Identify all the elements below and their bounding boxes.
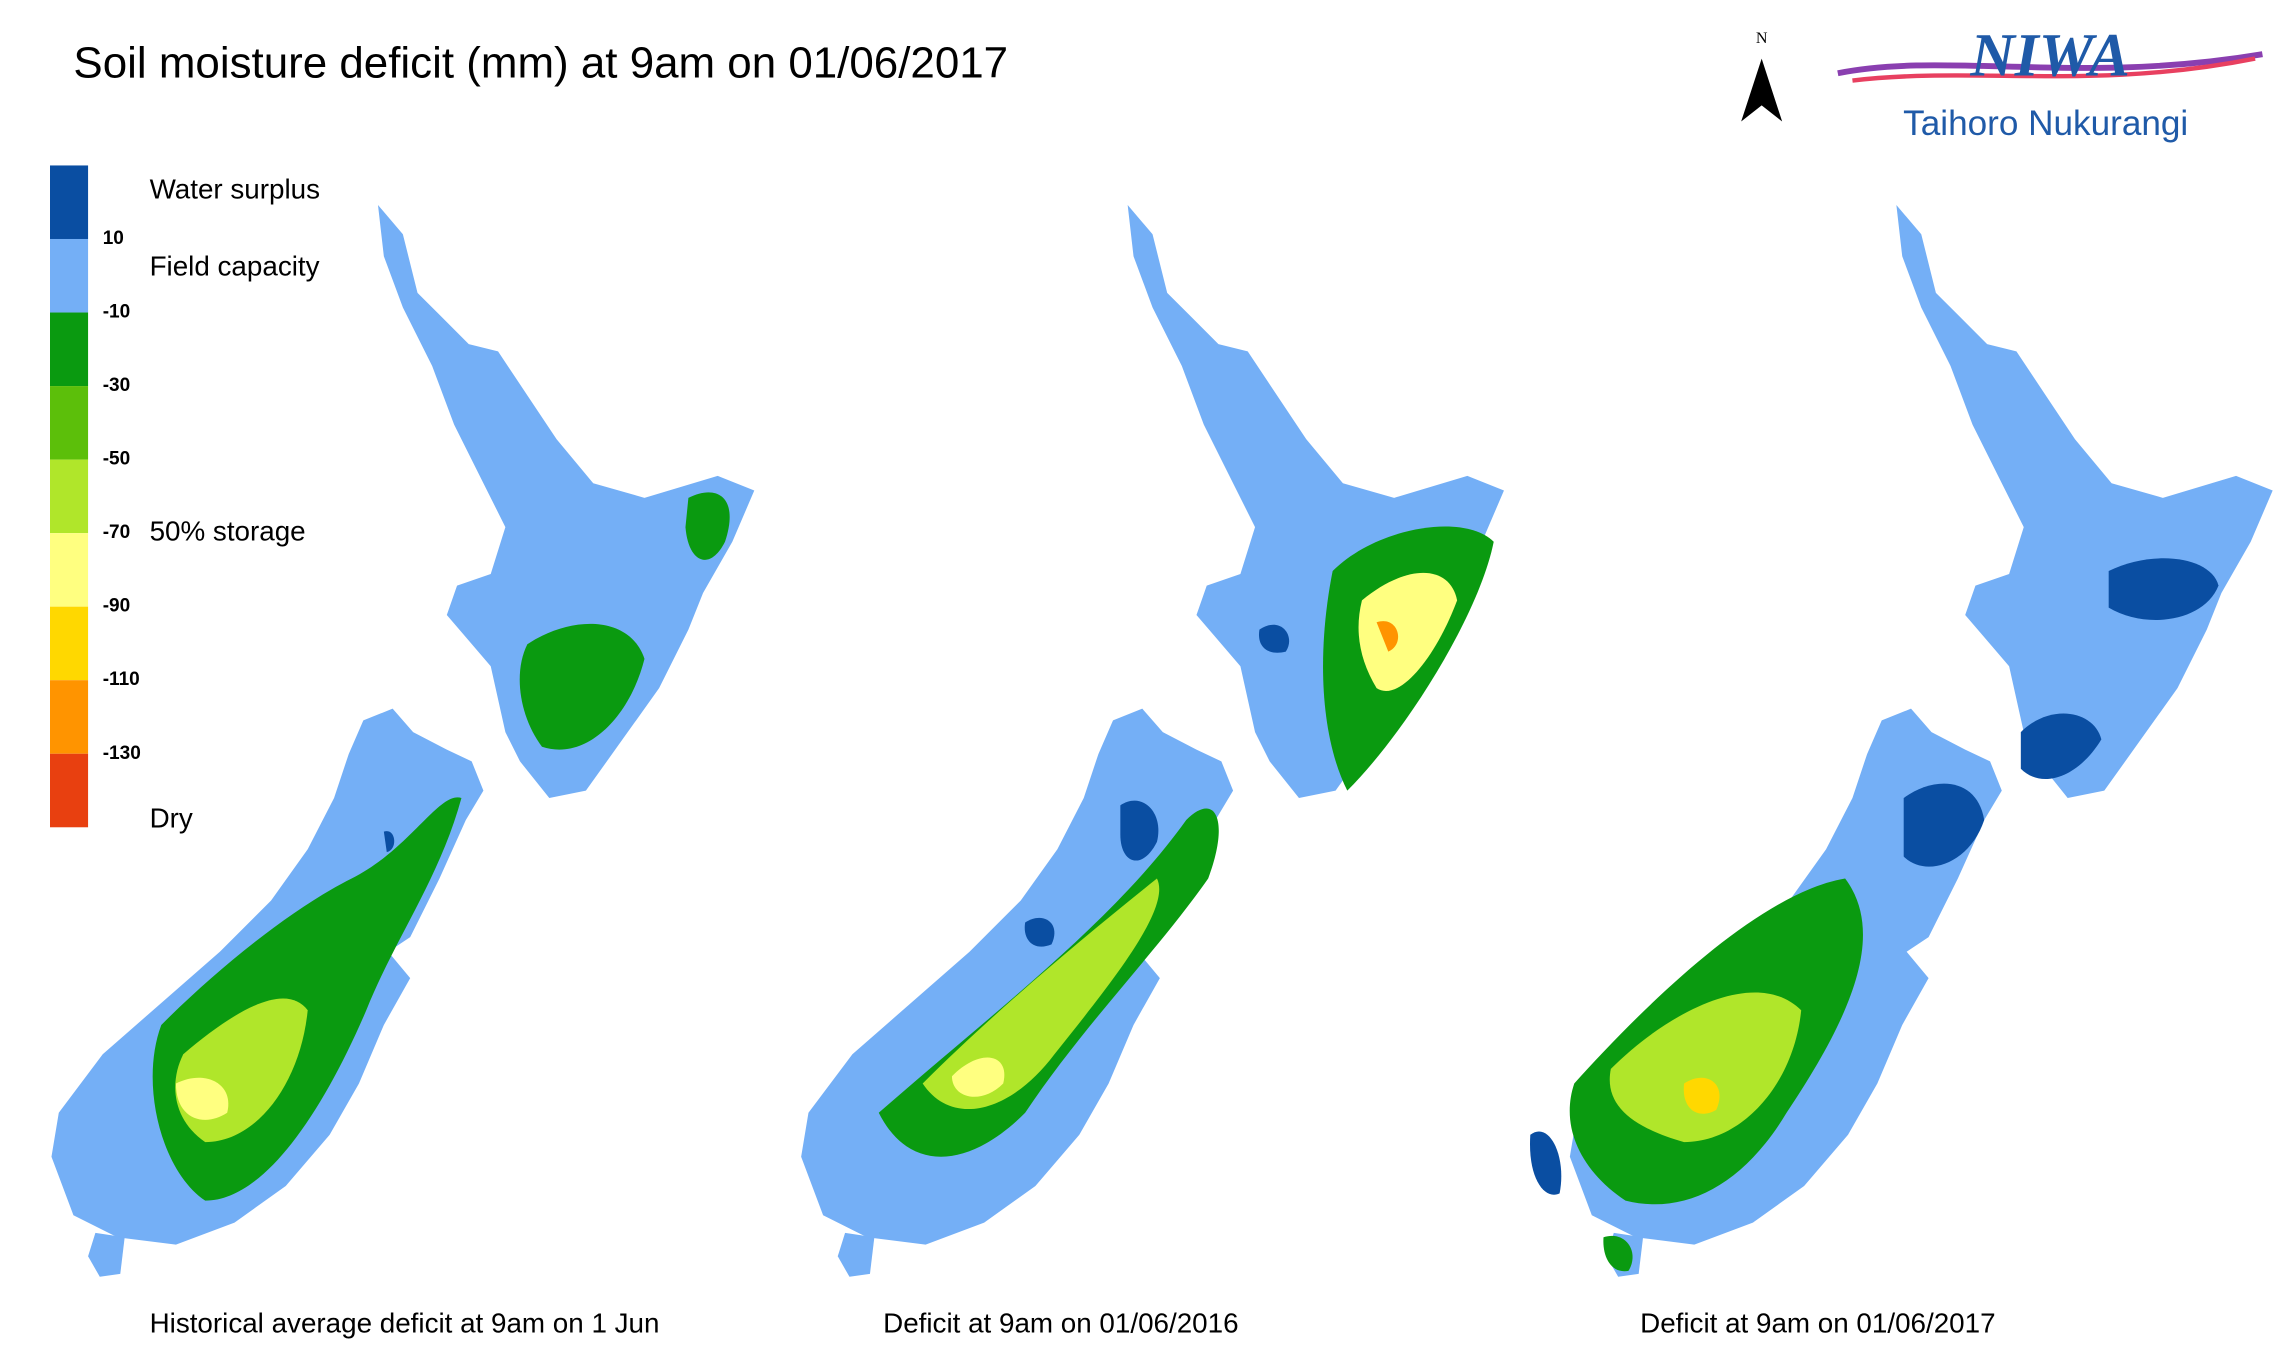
legend-swatch xyxy=(50,753,89,828)
map-2017 xyxy=(1529,204,2273,1277)
legend-break: -50 xyxy=(103,449,130,470)
legend-break: -130 xyxy=(103,743,141,764)
map-2016 xyxy=(801,204,1504,1277)
legend-swatch xyxy=(50,680,89,754)
legend-swatch xyxy=(50,312,89,387)
north-label: N xyxy=(1756,30,1768,47)
logo-subtitle: Taihoro Nukurangi xyxy=(1903,104,2188,143)
legend-break: -110 xyxy=(103,669,140,690)
legend-label: Field capacity xyxy=(150,251,320,282)
legend-swatch xyxy=(50,386,89,460)
legend-break: -10 xyxy=(103,302,130,323)
legend-swatch xyxy=(50,459,89,534)
caption: Deficit at 9am on 01/06/2016 xyxy=(883,1307,1238,1338)
caption: Deficit at 9am on 01/06/2017 xyxy=(1640,1307,1995,1338)
legend-label: Water surplus xyxy=(150,174,320,205)
legend-break: -30 xyxy=(103,375,130,396)
legend-swatch xyxy=(50,238,89,313)
legend-break: -70 xyxy=(103,522,130,543)
caption: Historical average deficit at 9am on 1 J… xyxy=(150,1307,660,1338)
legend: 10 -10 -30 -50 -70 -90 -110 -130 Water surplus Fi… xyxy=(50,165,320,833)
north-arrow: N xyxy=(1741,30,1783,122)
legend-swatch xyxy=(50,533,89,607)
legend-swatch xyxy=(50,165,89,239)
legend-break: -90 xyxy=(103,596,130,617)
legend-swatch xyxy=(50,606,89,681)
legend-break: 10 xyxy=(103,228,124,249)
legend-label: Dry xyxy=(150,802,193,833)
title: Soil moisture deficit (mm) at 9am on 01/… xyxy=(73,38,1008,87)
logo: NIWA Taihoro Nukurangi xyxy=(1837,22,2263,143)
legend-label: 50% storage xyxy=(150,515,306,546)
logo-name: NIWA xyxy=(1969,22,2129,90)
map-historical xyxy=(51,204,755,1277)
